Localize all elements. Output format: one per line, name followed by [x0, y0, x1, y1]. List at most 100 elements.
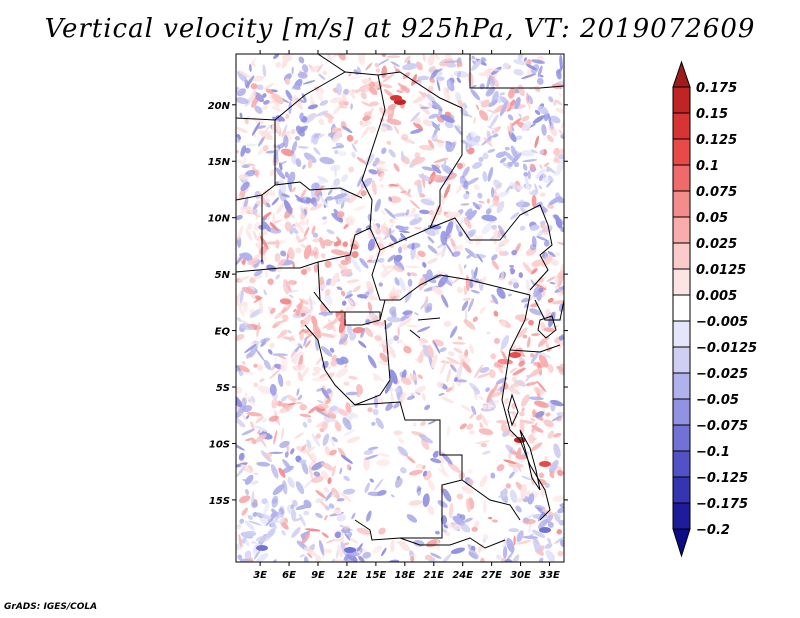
velocity-cell	[397, 446, 409, 457]
velocity-cell	[472, 202, 481, 210]
velocity-cell	[312, 133, 325, 142]
velocity-cell	[481, 214, 497, 222]
velocity-cell	[521, 475, 532, 481]
velocity-cell	[442, 488, 452, 502]
velocity-cell	[322, 70, 328, 76]
velocity-cell	[547, 298, 554, 303]
velocity-cell	[367, 407, 373, 413]
velocity-cell	[413, 117, 421, 124]
velocity-cell	[364, 153, 375, 167]
velocity-cell	[336, 498, 345, 502]
velocity-cell	[472, 116, 477, 124]
velocity-cell	[504, 558, 513, 562]
velocity-cell	[369, 81, 376, 88]
velocity-cell	[535, 411, 545, 418]
velocity-cell	[521, 121, 532, 132]
velocity-cell	[464, 247, 477, 259]
velocity-cell	[529, 167, 537, 172]
velocity-cell	[262, 145, 269, 152]
velocity-cell	[241, 287, 255, 295]
velocity-cell	[513, 68, 524, 76]
velocity-cell	[528, 396, 544, 401]
velocity-cell	[489, 114, 499, 128]
velocity-cell	[514, 162, 520, 168]
velocity-cell	[478, 200, 485, 204]
velocity-cell	[546, 134, 554, 143]
velocity-cell	[314, 251, 318, 256]
velocity-cell	[504, 146, 510, 151]
velocity-cell	[510, 212, 520, 220]
velocity-cell	[432, 450, 440, 458]
velocity-cell	[402, 63, 418, 70]
velocity-cell	[557, 270, 564, 278]
velocity-cell	[522, 262, 534, 275]
velocity-cell	[547, 521, 554, 528]
velocity-cell	[301, 207, 306, 217]
velocity-cell	[432, 286, 444, 296]
velocity-cell	[453, 376, 459, 382]
velocity-cell	[517, 199, 525, 208]
velocity-cell	[259, 130, 273, 141]
velocity-cell	[551, 415, 563, 422]
colorbar-label: −0.125	[696, 471, 748, 486]
velocity-cell	[479, 83, 485, 90]
velocity-cell	[453, 347, 463, 354]
velocity-cell	[435, 54, 440, 61]
velocity-cell	[557, 272, 564, 288]
velocity-cell	[236, 133, 241, 140]
velocity-cell	[310, 134, 315, 144]
velocity-cell	[457, 71, 461, 78]
velocity-cell	[418, 434, 434, 444]
velocity-cell	[388, 228, 392, 235]
velocity-cell	[285, 113, 290, 120]
velocity-cell	[431, 100, 443, 112]
velocity-cell	[459, 423, 467, 430]
velocity-cell	[244, 117, 249, 125]
velocity-cell	[389, 218, 394, 223]
velocity-cell	[300, 314, 312, 328]
velocity-cell	[343, 488, 356, 495]
velocity-cell	[322, 433, 330, 446]
velocity-cell	[341, 300, 347, 306]
velocity-cell	[491, 260, 499, 270]
velocity-cell	[331, 465, 336, 477]
velocity-cell	[457, 336, 463, 340]
velocity-cell	[324, 293, 333, 306]
velocity-cell	[390, 539, 395, 553]
velocity-cell	[461, 300, 469, 312]
velocity-cell	[480, 443, 488, 448]
velocity-cell	[240, 145, 247, 157]
velocity-cell	[471, 85, 477, 88]
colorbar-swatch-min	[672, 528, 691, 558]
velocity-cell	[558, 335, 564, 341]
velocity-cell	[305, 450, 316, 463]
velocity-cell	[254, 425, 268, 432]
velocity-cell	[332, 105, 342, 115]
velocity-cell	[548, 459, 559, 473]
velocity-cell	[276, 202, 285, 215]
velocity-cell	[517, 54, 524, 61]
velocity-cell	[378, 324, 383, 328]
velocity-cell	[255, 348, 265, 362]
velocity-cell	[238, 174, 250, 180]
velocity-cell	[247, 223, 252, 230]
velocity-cell	[413, 122, 423, 130]
velocity-cell	[378, 336, 389, 348]
velocity-cell	[509, 122, 513, 135]
velocity-cell	[508, 280, 513, 286]
velocity-cell	[416, 326, 431, 333]
velocity-cell	[463, 319, 476, 330]
border-line	[349, 399, 463, 541]
velocity-cell	[343, 525, 350, 530]
velocity-cell	[388, 387, 394, 392]
velocity-cell	[509, 367, 517, 374]
x-tick-label: 27E	[481, 570, 502, 581]
velocity-cell	[238, 533, 242, 548]
velocity-cell	[478, 156, 484, 162]
velocity-cell	[410, 272, 418, 277]
velocity-cell	[473, 520, 480, 529]
velocity-cell	[294, 432, 304, 439]
velocity-cell	[245, 539, 250, 547]
velocity-cell	[280, 395, 288, 402]
velocity-cell	[418, 174, 432, 182]
